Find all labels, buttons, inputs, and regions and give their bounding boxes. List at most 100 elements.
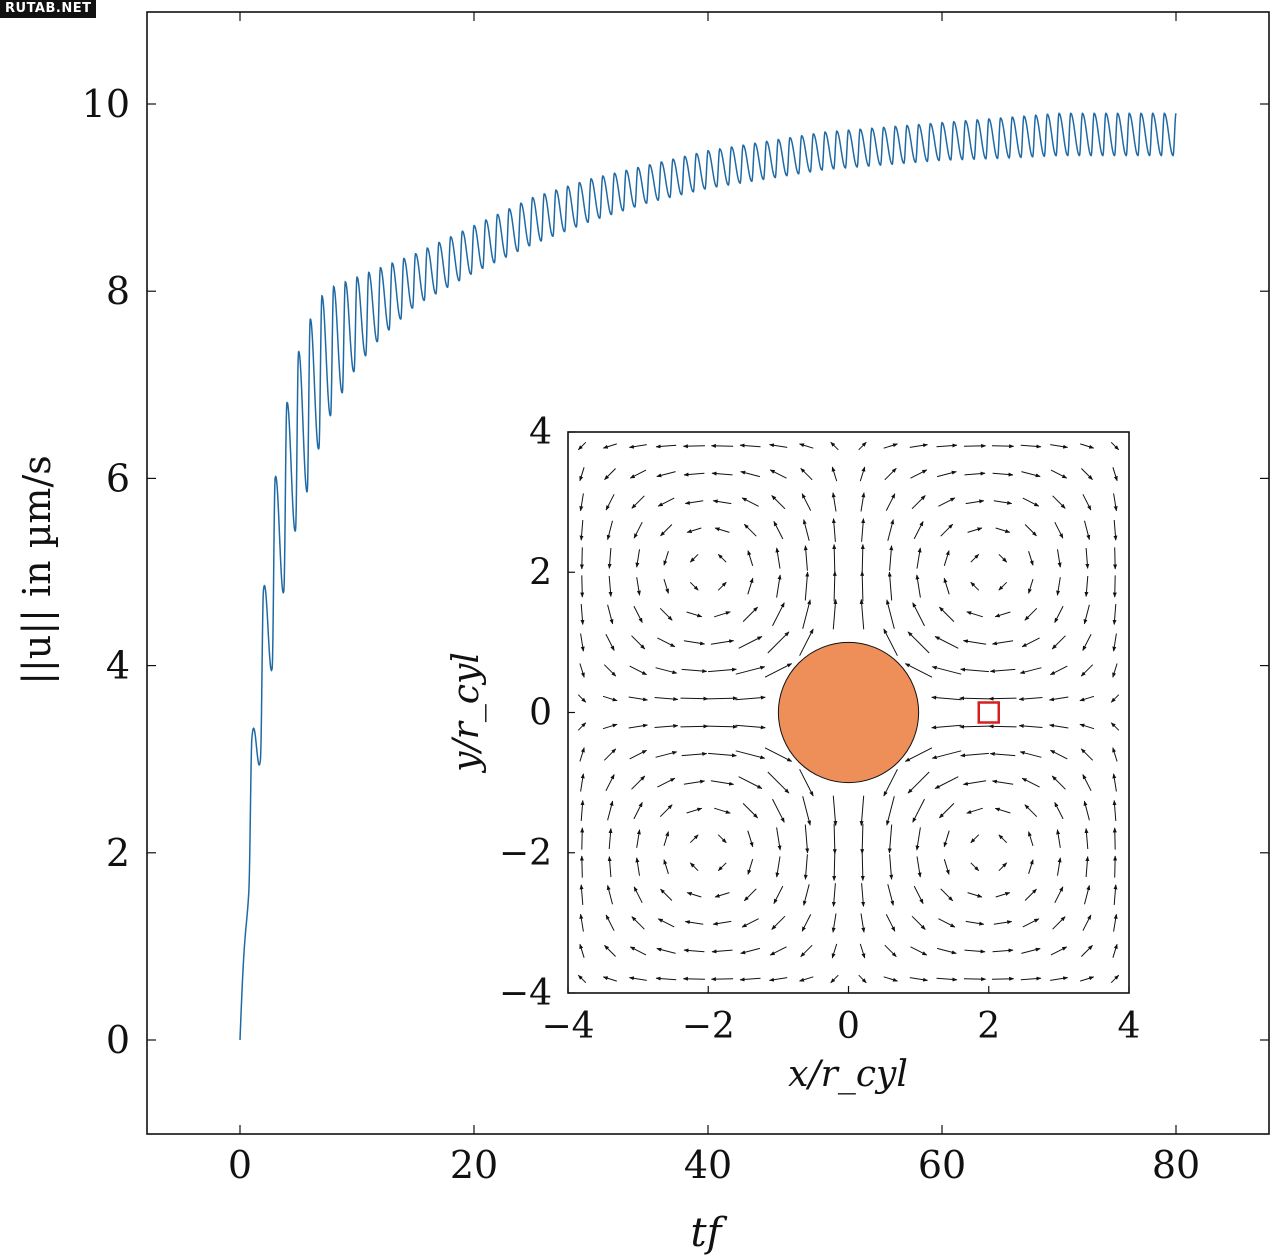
flow-arrow	[605, 494, 615, 511]
flow-arrow	[934, 636, 959, 649]
flow-arrow	[832, 823, 837, 855]
flow-arrow	[660, 524, 673, 537]
flow-arrow	[1057, 857, 1062, 876]
flow-arrow	[1018, 697, 1043, 702]
flow-arrow	[939, 606, 955, 622]
flow-arrow	[771, 915, 786, 930]
flow-arrow	[636, 577, 641, 596]
flow-arrow	[915, 574, 921, 598]
inset-y-tick-label: 4	[529, 412, 552, 453]
x-tick-label: 80	[1152, 1143, 1200, 1187]
flow-arrow	[936, 977, 958, 982]
flow-arrow	[579, 493, 584, 512]
flow-arrow	[683, 640, 706, 646]
flow-arrow	[771, 495, 786, 510]
flow-arrow	[1049, 665, 1068, 676]
flow-arrow	[604, 945, 616, 957]
flow-arrow	[663, 551, 669, 566]
flow-arrow	[965, 499, 985, 505]
flow-arrow	[711, 949, 733, 954]
flow-arrow	[885, 599, 895, 629]
flow-arrow	[1085, 856, 1090, 878]
flow-arrow	[861, 518, 866, 542]
flow-arrow	[965, 920, 985, 926]
y-tick-label: 4	[106, 644, 130, 688]
flow-arrow	[1113, 855, 1118, 878]
x-tick-label: 60	[918, 1143, 966, 1187]
flow-arrow	[801, 914, 812, 932]
flow-arrow	[655, 667, 678, 675]
flow-arrow	[889, 545, 894, 571]
flow-arrow	[741, 918, 759, 928]
flow-arrow	[738, 636, 763, 649]
flow-arrow	[991, 444, 1015, 449]
flow-arrow	[803, 854, 808, 880]
inset-y-tick-label: −4	[499, 973, 552, 1014]
flow-arrow	[689, 553, 699, 563]
flow-arrow	[799, 628, 814, 656]
flow-arrow	[654, 697, 679, 702]
flow-arrow	[1084, 520, 1091, 541]
inset-y-tick-label: −2	[499, 833, 552, 874]
flow-arrow	[769, 469, 787, 479]
flow-arrow	[802, 796, 812, 826]
flow-arrow	[711, 471, 733, 476]
flow-arrow	[710, 780, 735, 786]
flow-arrow	[628, 976, 647, 981]
flow-arrow	[655, 444, 677, 449]
flow-arrow	[1112, 943, 1118, 958]
flow-arrow	[832, 795, 838, 827]
flow-arrow	[1049, 723, 1069, 729]
flow-arrow	[800, 467, 813, 481]
flow-arrow	[580, 575, 585, 598]
flow-arrow	[1021, 777, 1040, 788]
flow-arrow	[1054, 605, 1064, 624]
flow-arrow	[1024, 607, 1038, 621]
flow-arrow	[717, 834, 727, 844]
flow-arrow	[681, 751, 708, 757]
flow-arrow	[767, 631, 790, 654]
flow-arrow	[1049, 696, 1069, 702]
flow-arrow	[714, 892, 730, 898]
x-tick-label: 0	[228, 1143, 252, 1187]
flow-arrow	[775, 547, 781, 569]
flow-arrow	[602, 723, 618, 730]
flow-arrow	[773, 520, 784, 540]
inset-x-tick-label: −2	[682, 1006, 735, 1047]
flow-arrow	[689, 862, 699, 872]
inset-x-tick-label: 0	[837, 1006, 860, 1047]
flow-arrow	[683, 948, 705, 953]
flow-arrow	[802, 599, 812, 629]
flow-arrow	[831, 492, 837, 512]
flow-arrow	[940, 888, 954, 902]
y-tick-label: 2	[106, 831, 130, 875]
flow-arrow	[659, 804, 673, 818]
flow-arrow	[913, 520, 924, 540]
flow-arrow	[579, 913, 584, 932]
flow-arrow	[1050, 946, 1068, 956]
x-tick-label: 20	[450, 1143, 498, 1187]
flow-arrow	[861, 883, 866, 907]
inset-y-tick-label: 0	[529, 693, 552, 734]
flow-arrow	[686, 807, 703, 814]
flow-arrow	[993, 500, 1013, 505]
flow-arrow	[943, 830, 950, 848]
flow-arrow	[607, 800, 614, 821]
flow-arrow	[714, 807, 731, 814]
flow-arrow	[1050, 469, 1068, 479]
flow-arrow	[1113, 493, 1118, 512]
flow-arrow	[747, 577, 754, 595]
flow-arrow	[1112, 467, 1118, 482]
flow-arrow	[799, 769, 814, 797]
flow-arrow	[995, 527, 1011, 533]
flow-arrow	[1021, 471, 1041, 478]
flow-arrow	[608, 575, 613, 597]
flow-arrow	[775, 856, 781, 878]
flow-arrow	[767, 771, 790, 794]
flow-arrow	[1085, 547, 1090, 569]
flow-arrow	[931, 695, 962, 701]
flow-arrow	[970, 581, 980, 591]
flow-arrow	[1110, 722, 1120, 731]
flow-arrow	[710, 977, 734, 982]
